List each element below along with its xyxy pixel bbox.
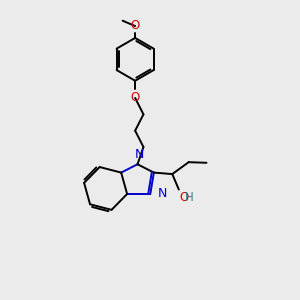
Text: O: O (130, 91, 140, 103)
Text: N: N (158, 187, 167, 200)
Text: H: H (185, 191, 194, 204)
Text: O: O (179, 191, 189, 204)
Text: O: O (130, 19, 140, 32)
Text: N: N (134, 148, 144, 161)
